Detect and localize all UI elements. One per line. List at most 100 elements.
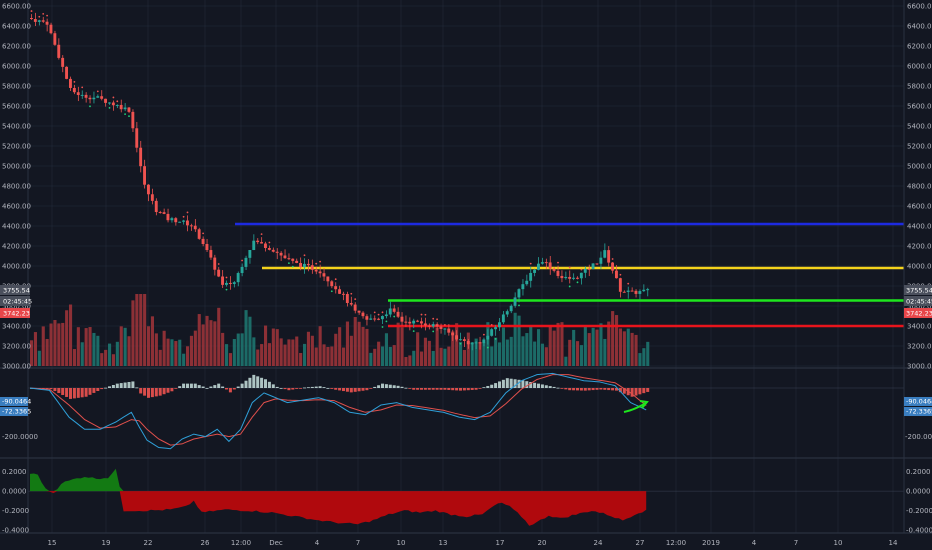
right-close-badge-text: 3742.23	[906, 310, 932, 318]
macd-histogram-bar	[384, 384, 388, 388]
macd-histogram-bar	[478, 388, 482, 389]
macd-histogram-bar	[552, 386, 556, 388]
signal-dot	[225, 288, 228, 291]
macd-histogram-bar	[564, 388, 568, 390]
macd-histogram-bar	[88, 388, 92, 395]
volume-bar	[384, 333, 388, 366]
volume-bar	[283, 344, 287, 366]
volume-bar	[361, 326, 365, 366]
volume-bar	[205, 315, 209, 366]
volume-bar	[299, 352, 303, 366]
volume-bar	[45, 338, 49, 366]
signal-dot	[568, 285, 571, 288]
macd-histogram-bar	[147, 388, 150, 398]
volume-bar	[611, 311, 615, 366]
macd-histogram-bar	[416, 388, 420, 390]
signal-dot	[303, 254, 306, 257]
time-tick-label: 20	[538, 539, 547, 547]
volume-bar	[400, 327, 404, 366]
candle-body	[420, 321, 423, 324]
volume-bar	[100, 353, 104, 366]
signal-dot	[260, 233, 263, 236]
candle-body	[517, 289, 521, 298]
macd-histogram-bar	[267, 381, 271, 388]
macd-histogram-bar	[342, 388, 345, 392]
volume-bar	[646, 341, 650, 366]
candle-body	[115, 104, 119, 106]
right-macd-badge: -90.0464	[904, 397, 932, 406]
macd-histogram-bar	[182, 383, 186, 388]
macd-histogram-bar	[618, 388, 622, 393]
signal-dot	[128, 115, 130, 118]
volume-bar	[447, 346, 451, 366]
right-price-tick-label: 3000.00	[907, 363, 932, 371]
macd-histogram-bar	[603, 388, 607, 390]
candle-body	[236, 273, 240, 283]
left-price-tick-label: 5800.00	[2, 83, 31, 91]
signal-dot	[268, 241, 271, 244]
volume-bar	[104, 349, 108, 366]
time-axis[interactable]: 15 19 22 26 12:00 Dec 4 7 10 13 17 20 24 27 12:00 2019 4…	[48, 539, 898, 547]
volume-bar	[150, 316, 154, 366]
volume-bar	[634, 334, 638, 366]
candle-body	[295, 260, 299, 263]
candle-body	[630, 290, 634, 292]
candle-body	[65, 66, 68, 79]
time-tick-label: 10	[834, 539, 843, 547]
macd-histogram-bar	[166, 388, 170, 393]
pane-separators[interactable]	[0, 0, 932, 534]
macd-histogram-bar	[517, 379, 521, 388]
volume-bar	[318, 326, 322, 366]
macd-histogram-bar	[100, 388, 104, 390]
candle-body	[41, 20, 45, 22]
right-signal-badge: -72.3365	[904, 407, 932, 416]
candle-body	[61, 57, 65, 67]
macd-histogram-bar	[377, 385, 381, 388]
right-price-tick-label: 4200.00	[907, 243, 932, 251]
left-price-badge: 3755.54	[0, 285, 30, 295]
macd-histogram-bar	[326, 388, 330, 389]
candle-body	[162, 212, 166, 214]
left-close-badge: 3742.23	[0, 308, 30, 318]
volume-bar	[197, 314, 201, 366]
volume-bar	[396, 322, 400, 366]
candle-body	[474, 342, 478, 344]
candle-body	[154, 200, 158, 213]
macd-histogram-bar	[462, 388, 466, 391]
signal-dot	[568, 266, 571, 269]
macd-histogram-bar	[209, 386, 213, 388]
volume-bar	[408, 355, 412, 366]
candle-body	[275, 251, 279, 253]
signal-dot	[459, 342, 462, 345]
candle-body	[189, 225, 193, 227]
right-countdown-badge-text: 02:45:45	[906, 298, 932, 306]
macd-histogram-bar	[431, 388, 435, 390]
macd-histogram-bar	[111, 384, 115, 388]
candle-body	[431, 324, 435, 327]
signal-dot	[38, 15, 41, 18]
candle-body	[423, 323, 427, 326]
macd-histogram-bar	[279, 388, 283, 389]
volume-bar	[162, 330, 166, 366]
support-resistance-lines	[235, 222, 904, 328]
right-price-tick-label: 6200.00	[907, 43, 932, 51]
candle-body	[568, 276, 572, 279]
macd-histogram-bar	[572, 388, 576, 391]
right-signal-badge-text: -72.3365	[906, 408, 932, 416]
candle-body	[595, 263, 599, 265]
candle-body	[147, 184, 150, 195]
left-price-badge-text: 3755.54	[3, 287, 30, 295]
candle-body	[69, 78, 72, 88]
volume-bar	[295, 336, 299, 366]
right-price-badge: 3755.54	[904, 285, 932, 295]
macd-histogram-bar	[303, 387, 306, 389]
time-tick-label: 15	[48, 539, 57, 547]
candle-body	[123, 107, 127, 110]
volume-bar	[252, 337, 256, 366]
macd-histogram-bar	[400, 386, 404, 388]
volume-bar	[154, 333, 158, 366]
macd-histogram-bar	[150, 388, 154, 398]
macd-histogram-bar	[423, 388, 427, 390]
macd-histogram-bar	[521, 380, 525, 388]
